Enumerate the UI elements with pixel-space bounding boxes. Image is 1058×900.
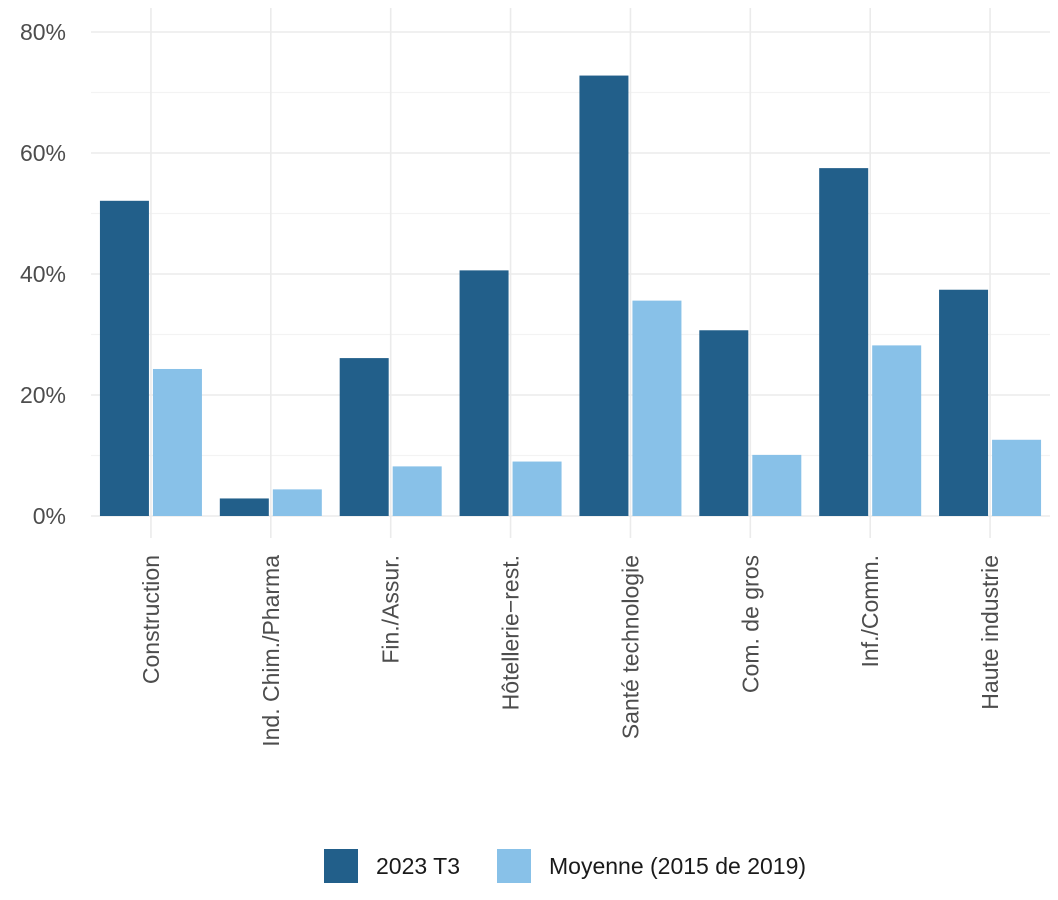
x-tick-label: Com. de gros (737, 555, 763, 693)
bar (819, 168, 869, 516)
bar (339, 358, 389, 516)
x-tick-label: Ind. Chim./Pharma (258, 555, 284, 747)
bar (699, 330, 749, 516)
bar (579, 75, 629, 516)
bar (752, 454, 802, 516)
bar (939, 289, 989, 516)
y-tick-label: 0% (33, 503, 66, 529)
legend-swatch (497, 849, 531, 883)
x-tick-label: Santé technologie (617, 555, 643, 739)
x-axis-ticks: Construction Ind. Chim./Pharma Fin./Assur.… (138, 555, 1003, 747)
bars (99, 75, 1042, 517)
x-tick-label: Construction (138, 555, 164, 684)
bar (459, 270, 509, 516)
bar (219, 498, 269, 516)
y-tick-label: 60% (20, 140, 66, 166)
y-tick-label: 20% (20, 382, 66, 408)
legend-label: Moyenne (2015 de 2019) (549, 853, 806, 879)
grid (91, 8, 1050, 538)
bar (872, 345, 922, 516)
bar (992, 439, 1042, 516)
x-tick-label: Haute industrie (977, 555, 1003, 710)
x-tick-label: Hôtellerie−rest. (498, 555, 524, 710)
bar (632, 300, 682, 516)
bar (99, 200, 149, 517)
legend-label: 2023 T3 (376, 853, 460, 879)
y-axis-ticks: 0% 20% 40% 60% 80% (20, 19, 66, 529)
x-tick-label: Inf./Comm. (857, 555, 883, 667)
bar (392, 466, 442, 516)
bar (272, 489, 322, 516)
bar (152, 368, 202, 516)
legend-swatch (324, 849, 358, 883)
bar (512, 461, 562, 516)
y-tick-label: 80% (20, 19, 66, 45)
x-tick-label: Fin./Assur. (378, 555, 404, 664)
legend: 2023 T3 Moyenne (2015 de 2019) (324, 849, 806, 883)
y-tick-label: 40% (20, 261, 66, 287)
